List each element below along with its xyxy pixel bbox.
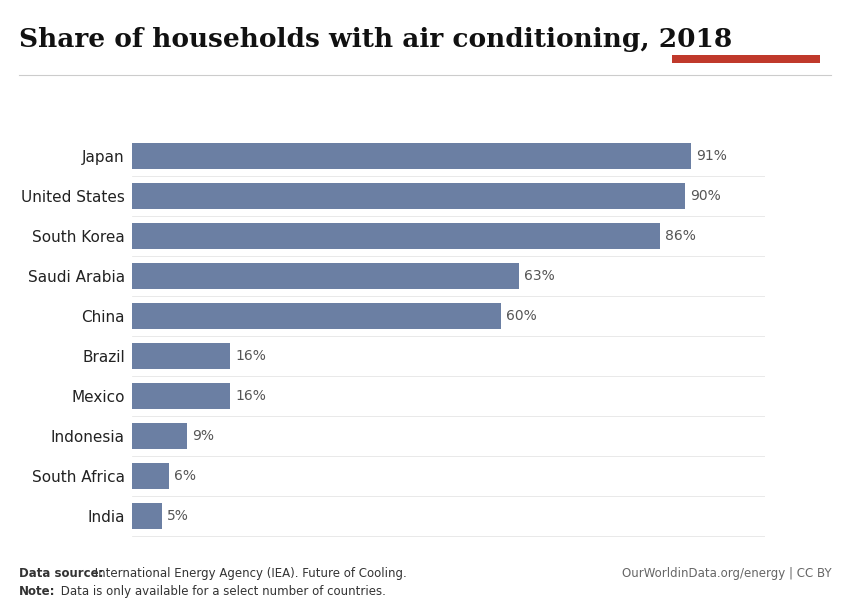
- Bar: [132, 223, 660, 249]
- Bar: [132, 343, 230, 369]
- Bar: [132, 263, 519, 289]
- Bar: [132, 463, 168, 489]
- Text: International Energy Agency (IEA). Future of Cooling.: International Energy Agency (IEA). Futur…: [91, 567, 406, 580]
- Text: 90%: 90%: [690, 189, 721, 203]
- Text: 5%: 5%: [167, 509, 190, 523]
- Text: 63%: 63%: [524, 269, 555, 283]
- Bar: [132, 503, 162, 529]
- Bar: [132, 143, 691, 169]
- Text: Data source:: Data source:: [19, 567, 103, 580]
- Text: 91%: 91%: [696, 149, 727, 163]
- Text: 9%: 9%: [192, 429, 214, 443]
- Bar: [132, 303, 501, 329]
- Text: 16%: 16%: [235, 389, 266, 403]
- Text: OurWorldinData.org/energy | CC BY: OurWorldinData.org/energy | CC BY: [621, 567, 831, 580]
- Text: Share of households with air conditioning, 2018: Share of households with air conditionin…: [19, 27, 732, 52]
- Bar: [672, 55, 820, 63]
- Text: Data is only available for a select number of countries.: Data is only available for a select numb…: [57, 585, 386, 598]
- Text: 86%: 86%: [666, 229, 696, 243]
- Text: Our World
in Data: Our World in Data: [711, 13, 781, 43]
- Bar: [132, 423, 187, 449]
- Bar: [132, 383, 230, 409]
- Text: 60%: 60%: [506, 309, 536, 323]
- Text: 16%: 16%: [235, 349, 266, 363]
- Text: Note:: Note:: [19, 585, 55, 598]
- Bar: [132, 183, 685, 209]
- Text: 6%: 6%: [173, 469, 196, 483]
